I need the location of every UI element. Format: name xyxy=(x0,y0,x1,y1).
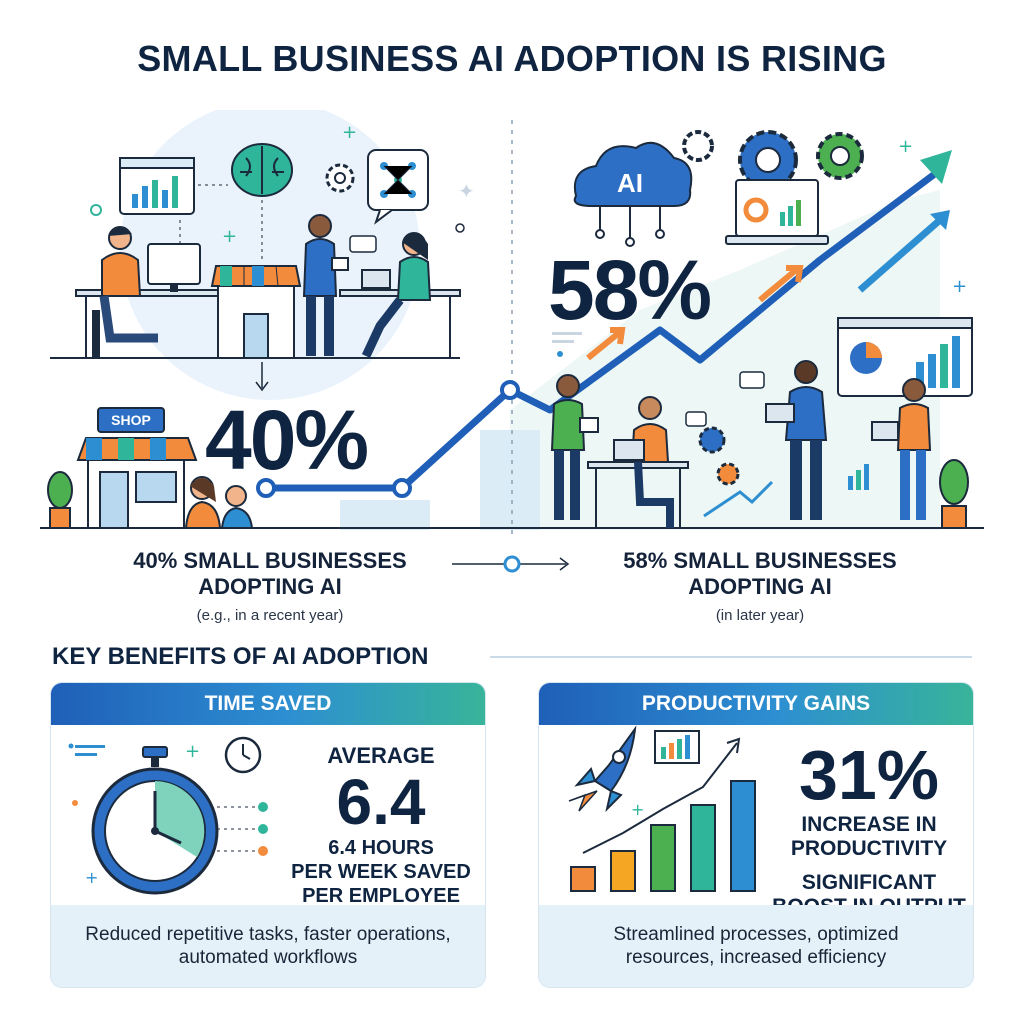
time-saved-detail1: 6.4 HOURS xyxy=(328,837,434,860)
productivity-stat: 31% INCREASE IN PRODUCTIVITY SIGNIFICANT… xyxy=(769,736,969,919)
hero-illustration: + + ✦ xyxy=(40,110,984,540)
svg-text:+: + xyxy=(952,276,967,297)
productivity-body: + 31% INCREASE IN PRODUCTIVITY SIGNIFICA… xyxy=(539,725,973,918)
time-saved-footer: Reduced repetitive tasks, faster operati… xyxy=(51,905,485,987)
svg-text:✦: ✦ xyxy=(458,179,475,203)
caption-before-line1: 40% SMALL BUSINESSES xyxy=(133,548,407,573)
brain-icon xyxy=(231,143,293,197)
page-title: SMALL BUSINESS AI ADOPTION IS RISING xyxy=(137,38,887,79)
up-arrow-blue xyxy=(857,217,943,293)
time-saved-detail2: PER WEEK SAVED xyxy=(291,861,471,884)
caption-after-line1: 58% SMALL BUSINESSES xyxy=(623,548,897,573)
section-divider xyxy=(490,656,972,658)
productivity-detail2: PRODUCTIVITY xyxy=(790,836,948,860)
gear-icon xyxy=(682,130,864,190)
svg-text:+: + xyxy=(222,226,237,247)
shop-storefront xyxy=(76,407,198,529)
gear-icon xyxy=(698,426,740,486)
growth-arrow-head xyxy=(920,150,952,184)
time-saved-header: TIME SAVED xyxy=(51,683,485,725)
plant-icon xyxy=(47,471,73,529)
svg-text:+: + xyxy=(185,741,200,762)
adoption-pct-after: 58% xyxy=(548,243,712,337)
time-saved-label: AVERAGE xyxy=(327,743,435,768)
svg-text:+: + xyxy=(898,136,913,157)
caption-after-line2: ADOPTING AI xyxy=(688,574,832,600)
caption-before: 40% SMALL BUSINESSES ADOPTING AI (e.g., … xyxy=(80,548,460,625)
gear-icon xyxy=(325,163,355,193)
adoption-pct-before: 40% xyxy=(205,393,369,487)
time-saved-card: TIME SAVED + + AVERAGE 6.4 6.4 HOURS xyxy=(50,682,486,988)
caption-before-note: (e.g., in a recent year) xyxy=(196,606,344,624)
caption-after-note: (in later year) xyxy=(715,606,805,624)
person-with-tablet xyxy=(302,214,377,356)
person-with-tablet-right xyxy=(550,374,599,520)
storefront-icon xyxy=(210,265,302,359)
caption-before-line2: ADOPTING AI xyxy=(198,574,342,600)
ai-cloud-label: AI xyxy=(617,168,643,198)
productivity-header: PRODUCTIVITY GAINS xyxy=(539,683,973,725)
time-saved-detail3: PER EMPLOYEE xyxy=(302,885,460,908)
stopwatch-icon: + + xyxy=(68,736,268,895)
browser-chart-icon xyxy=(119,157,195,215)
time-saved-value: 6.4 xyxy=(336,766,426,838)
ai-cloud-icon xyxy=(573,141,693,247)
svg-text:+: + xyxy=(85,868,98,887)
up-arrow-orange xyxy=(586,327,626,361)
customers xyxy=(184,476,254,529)
person-at-computer xyxy=(92,226,201,358)
benefits-section-title: KEY BENEFITS OF AI ADOPTION xyxy=(52,643,429,670)
person-with-laptop xyxy=(361,232,432,358)
person-at-desk-right xyxy=(587,396,689,528)
mini-chart-icon xyxy=(654,730,700,764)
person-woman-laptop-right xyxy=(871,378,932,520)
productivity-footer: Streamlined processes, optimized resourc… xyxy=(539,905,973,987)
laptop-dashboard-icon xyxy=(725,179,829,245)
plant-icon xyxy=(939,459,969,529)
up-arrow-orange xyxy=(758,265,804,303)
rocket-bar-chart-icon: + xyxy=(568,725,756,892)
neural-network-icon xyxy=(367,149,429,225)
productivity-value: 31% xyxy=(798,736,940,814)
time-saved-stat: AVERAGE 6.4 6.4 HOURS PER WEEK SAVED PER… xyxy=(281,743,481,908)
time-saved-body: + + AVERAGE 6.4 6.4 HOURS PER WEEK SAVED… xyxy=(51,725,485,908)
productivity-card: PRODUCTIVITY GAINS + xyxy=(538,682,974,988)
svg-text:+: + xyxy=(631,800,644,819)
caption-after: 58% SMALL BUSINESSES ADOPTING AI (in lat… xyxy=(570,548,950,625)
rocket-icon xyxy=(568,725,637,813)
productivity-detail1: INCREASE IN xyxy=(801,812,937,836)
svg-text:+: + xyxy=(342,122,357,143)
productivity-detail3: SIGNIFICANT xyxy=(801,870,937,894)
dashboard-pie-bar-icon xyxy=(837,317,973,397)
person-with-laptop-right xyxy=(765,360,828,520)
shop-sign: SHOP xyxy=(111,412,151,428)
